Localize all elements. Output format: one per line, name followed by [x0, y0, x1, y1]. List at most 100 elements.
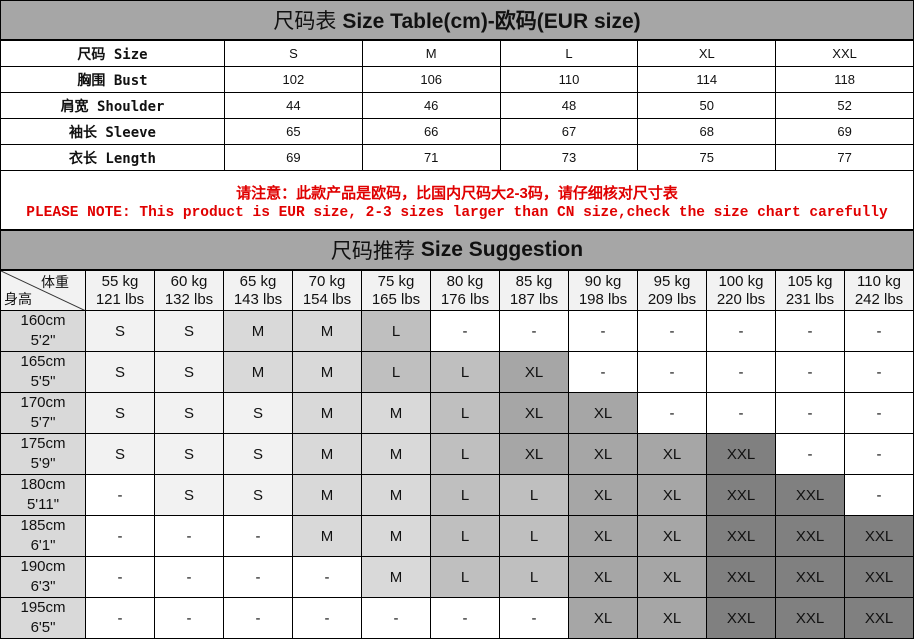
weight-kg: 55 kg — [101, 272, 139, 290]
weight-header: 110 kg 242 lbs — [844, 270, 914, 311]
suggested-size-cell: XL — [499, 392, 569, 434]
weight-kg: 75 kg — [377, 272, 415, 290]
height-row: 170cm 5'7" S S S M M L XL XL - - - - — [0, 392, 914, 434]
size-value-cell: 46 — [361, 92, 501, 119]
height-row: 175cm 5'9" S S S M M L XL XL XL XXL - - — [0, 433, 914, 475]
row-label: 袖长 Sleeve — [0, 118, 225, 145]
suggested-size-cell: - — [775, 310, 845, 352]
suggested-size-cell: - — [430, 597, 500, 639]
weight-lbs: 121 lbs — [95, 290, 145, 308]
size-table-title-cn: 尺码表 — [273, 10, 337, 33]
height-cm: 180cm — [20, 476, 66, 493]
suggested-size-cell: - — [844, 392, 914, 434]
suggested-size-cell: - — [499, 310, 569, 352]
suggested-size-cell: - — [775, 392, 845, 434]
suggested-size-cell: XL — [568, 392, 638, 434]
diagonal-divider — [1, 271, 84, 310]
suggested-size-cell: - — [154, 597, 224, 639]
suggested-size-cell: - — [361, 597, 431, 639]
size-value-cell: 48 — [499, 92, 639, 119]
suggested-size-cell: M — [361, 515, 431, 557]
suggested-size-cell: M — [292, 392, 362, 434]
suggested-size-cell: L — [430, 474, 500, 516]
height-header: 160cm 5'2" — [0, 310, 86, 352]
weight-axis-label: 体重 — [41, 274, 69, 290]
height-header: 180cm 5'11" — [0, 474, 86, 516]
height-ft: 5'11" — [26, 496, 60, 513]
suggested-size-cell: - — [223, 597, 293, 639]
suggested-size-cell: XXL — [706, 515, 776, 557]
size-value-cell: 71 — [361, 144, 501, 171]
suggested-size-cell: XXL — [706, 597, 776, 639]
weight-kg: 90 kg — [584, 272, 622, 290]
size-value-cell: 73 — [499, 144, 639, 171]
weight-kg: 80 kg — [446, 272, 484, 290]
suggested-size-cell: S — [223, 474, 293, 516]
suggested-size-cell: L — [499, 556, 569, 598]
suggested-size-cell: - — [85, 515, 155, 557]
suggested-size-cell: XL — [499, 433, 569, 475]
weight-lbs: 176 lbs — [440, 290, 490, 308]
suggested-size-cell: - — [706, 392, 776, 434]
size-value-cell: 69 — [775, 118, 914, 145]
suggested-size-cell: - — [706, 310, 776, 352]
suggested-size-cell: - — [775, 433, 845, 475]
suggested-size-cell: M — [223, 310, 293, 352]
suggested-size-cell: XL — [499, 351, 569, 393]
size-value-cell: 68 — [637, 118, 777, 145]
weight-header: 80 kg 176 lbs — [430, 270, 500, 311]
suggested-size-cell: M — [223, 351, 293, 393]
size-value-cell: S — [224, 40, 363, 67]
suggested-size-cell: - — [292, 597, 362, 639]
suggested-size-cell: XXL — [775, 515, 845, 557]
suggested-size-cell: - — [85, 597, 155, 639]
suggested-size-cell: XL — [568, 433, 638, 475]
suggested-size-cell: - — [154, 556, 224, 598]
weight-lbs: 209 lbs — [647, 290, 697, 308]
row-label: 肩宽 Shoulder — [0, 92, 225, 119]
suggested-size-cell: XL — [568, 597, 638, 639]
height-row: 185cm 6'1" - - - M M L L XL XL XXL XXL XXL — [0, 515, 914, 557]
size-table: 尺码 Size S M L XL XXL 胸围 Bust 102 106 110 114 118 肩宽 … — [0, 40, 914, 171]
suggested-size-cell: XL — [568, 515, 638, 557]
suggested-size-cell: - — [499, 597, 569, 639]
weight-header: 95 kg 209 lbs — [637, 270, 707, 311]
note-cn: 请注意：此款产品是欧码，比国内尺码大2-3码，请仔细核对尺寸表 — [236, 185, 678, 202]
suggested-size-cell: M — [292, 515, 362, 557]
suggested-size-cell: XL — [568, 556, 638, 598]
height-ft: 5'7" — [30, 414, 56, 431]
weight-lbs: 154 lbs — [302, 290, 352, 308]
weight-header: 60 kg 132 lbs — [154, 270, 224, 311]
height-cm: 170cm — [20, 394, 66, 411]
suggested-size-cell: S — [223, 392, 293, 434]
size-table-title-en: Size Table(cm)-欧码(EUR size) — [342, 10, 641, 33]
suggested-size-cell: XXL — [706, 474, 776, 516]
weight-kg: 65 kg — [239, 272, 277, 290]
suggested-size-cell: - — [568, 310, 638, 352]
note-en: PLEASE NOTE: This product is EUR size, 2… — [26, 205, 888, 221]
weight-lbs: 198 lbs — [578, 290, 628, 308]
size-table-title: 尺码表 Size Table(cm)-欧码(EUR size) — [0, 0, 914, 40]
suggested-size-cell: XL — [637, 474, 707, 516]
suggested-size-cell: M — [292, 433, 362, 475]
weight-header: 65 kg 143 lbs — [223, 270, 293, 311]
height-header: 195cm 6'5" — [0, 597, 86, 639]
suggested-size-cell: S — [85, 310, 155, 352]
height-cm: 175cm — [20, 435, 66, 452]
suggested-size-cell: S — [154, 310, 224, 352]
height-header: 190cm 6'3" — [0, 556, 86, 598]
size-table-row: 衣长 Length 69 71 73 75 77 — [0, 144, 914, 171]
suggested-size-cell: S — [154, 433, 224, 475]
suggested-size-cell: - — [292, 556, 362, 598]
row-label: 胸围 Bust — [0, 66, 225, 93]
suggested-size-cell: L — [430, 556, 500, 598]
suggested-size-cell: XXL — [775, 556, 845, 598]
suggested-size-cell: - — [844, 351, 914, 393]
suggested-size-cell: L — [499, 474, 569, 516]
height-ft: 5'9" — [30, 455, 56, 472]
suggested-size-cell: XL — [637, 433, 707, 475]
suggested-size-cell: L — [430, 392, 500, 434]
height-ft: 5'2" — [30, 332, 56, 349]
suggested-size-cell: S — [223, 433, 293, 475]
corner-cell: 体重 身高 — [0, 270, 86, 311]
